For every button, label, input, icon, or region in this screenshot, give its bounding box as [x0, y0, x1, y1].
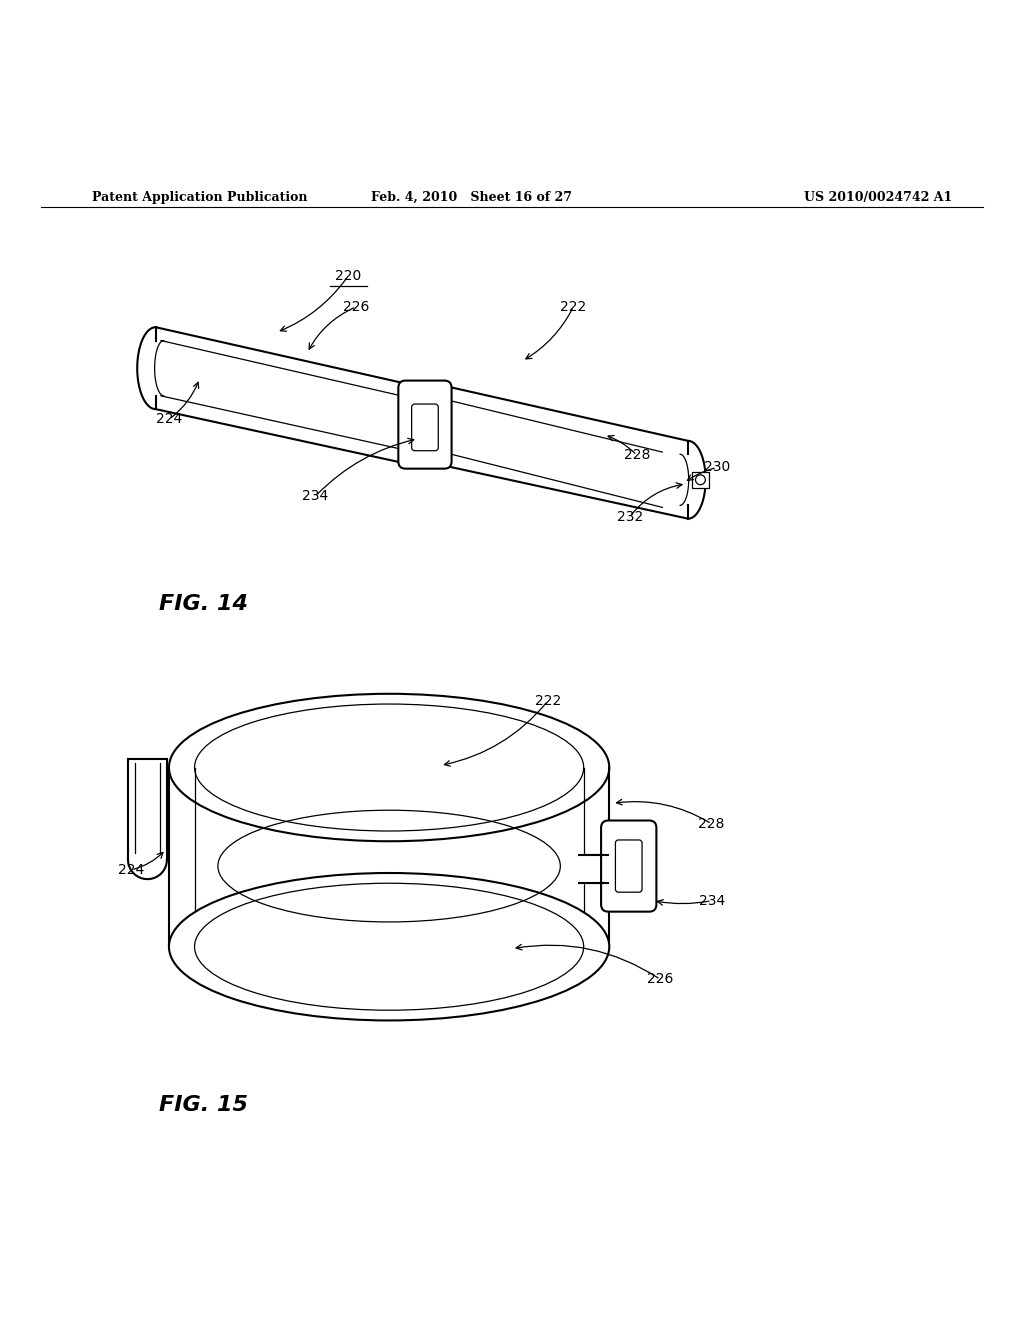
Text: 222: 222 — [560, 300, 587, 314]
Text: 232: 232 — [616, 510, 643, 524]
Text: 220: 220 — [335, 269, 361, 282]
Text: FIG. 15: FIG. 15 — [159, 1096, 248, 1115]
Text: Patent Application Publication: Patent Application Publication — [92, 190, 307, 203]
Text: US 2010/0024742 A1: US 2010/0024742 A1 — [804, 190, 952, 203]
Text: 226: 226 — [647, 973, 674, 986]
Ellipse shape — [169, 873, 609, 1020]
Text: FIG. 14: FIG. 14 — [159, 594, 248, 614]
Bar — [692, 471, 709, 488]
Text: 230: 230 — [703, 461, 730, 474]
Text: Feb. 4, 2010   Sheet 16 of 27: Feb. 4, 2010 Sheet 16 of 27 — [371, 190, 571, 203]
Text: 224: 224 — [118, 863, 144, 876]
Text: 222: 222 — [535, 694, 561, 708]
Text: 228: 228 — [698, 817, 725, 830]
FancyBboxPatch shape — [398, 380, 452, 469]
Text: 234: 234 — [302, 490, 329, 503]
Text: 224: 224 — [156, 412, 182, 426]
Text: 226: 226 — [343, 300, 370, 314]
Text: 228: 228 — [624, 449, 650, 462]
Text: 234: 234 — [698, 894, 725, 908]
FancyBboxPatch shape — [601, 821, 656, 912]
